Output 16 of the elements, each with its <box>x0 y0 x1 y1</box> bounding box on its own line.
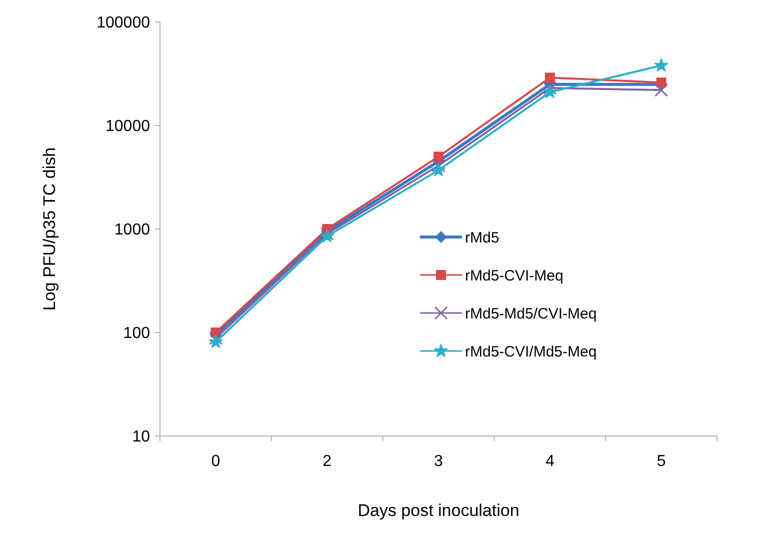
y-tick-label: 100 <box>123 325 150 342</box>
x-tick-label: 0 <box>211 453 220 470</box>
x-tick-label: 5 <box>656 453 666 470</box>
x-axis-title: Days post inoculation <box>358 501 520 520</box>
y-tick-label: 1000 <box>114 222 150 239</box>
legend-label: rMd5-CVI/Md5-Meq <box>465 343 597 360</box>
legend-label: rMd5 <box>465 229 500 246</box>
x-tick-label: 4 <box>545 453 554 470</box>
legend-label: rMd5-CVI-Meq <box>465 267 564 284</box>
x-tick-label: 3 <box>434 453 444 470</box>
y-tick-label: 100000 <box>96 14 150 32</box>
legend-label: rMd5-Md5/CVI-Meq <box>465 305 597 322</box>
y-axis-title: Log PFU/p35 TC dish <box>40 147 59 311</box>
y-tick-label: 10000 <box>106 118 150 136</box>
y-tick-label: 10 <box>132 428 150 446</box>
x-tick-label: 2 <box>322 453 332 470</box>
